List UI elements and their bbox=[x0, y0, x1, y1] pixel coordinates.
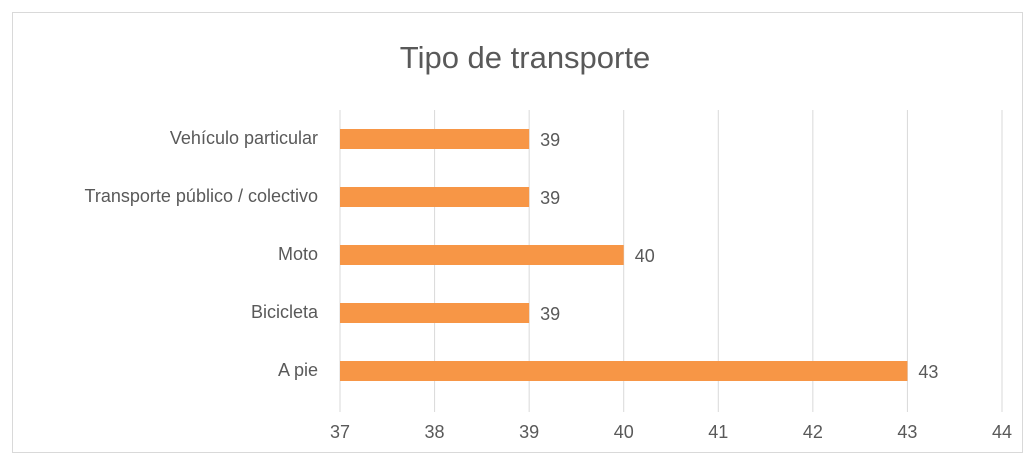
x-tick-label: 42 bbox=[803, 422, 823, 442]
x-tick-label: 38 bbox=[425, 422, 445, 442]
bar bbox=[340, 129, 530, 149]
bar bbox=[340, 187, 530, 207]
x-tick-label: 40 bbox=[614, 422, 634, 442]
bar bbox=[340, 245, 624, 265]
data-label: 40 bbox=[635, 246, 655, 266]
bar bbox=[340, 303, 530, 323]
x-tick-label: 44 bbox=[992, 422, 1012, 442]
x-tick-label: 37 bbox=[330, 422, 350, 442]
data-label: 39 bbox=[540, 304, 560, 324]
x-tick-label: 39 bbox=[519, 422, 539, 442]
chart-title: Tipo de transporte bbox=[400, 40, 650, 75]
y-tick-label: Bicicleta bbox=[251, 302, 319, 322]
chart-border bbox=[12, 12, 1023, 453]
bar bbox=[340, 361, 908, 381]
data-label: 43 bbox=[918, 362, 938, 382]
x-tick-label: 41 bbox=[708, 422, 728, 442]
x-tick-label: 43 bbox=[897, 422, 917, 442]
y-tick-label: Vehículo particular bbox=[170, 128, 318, 148]
y-tick-label: Transporte público / colectivo bbox=[85, 186, 318, 206]
y-tick-label: A pie bbox=[278, 360, 318, 380]
data-label: 39 bbox=[540, 130, 560, 150]
y-tick-label: Moto bbox=[278, 244, 318, 264]
data-label: 39 bbox=[540, 188, 560, 208]
